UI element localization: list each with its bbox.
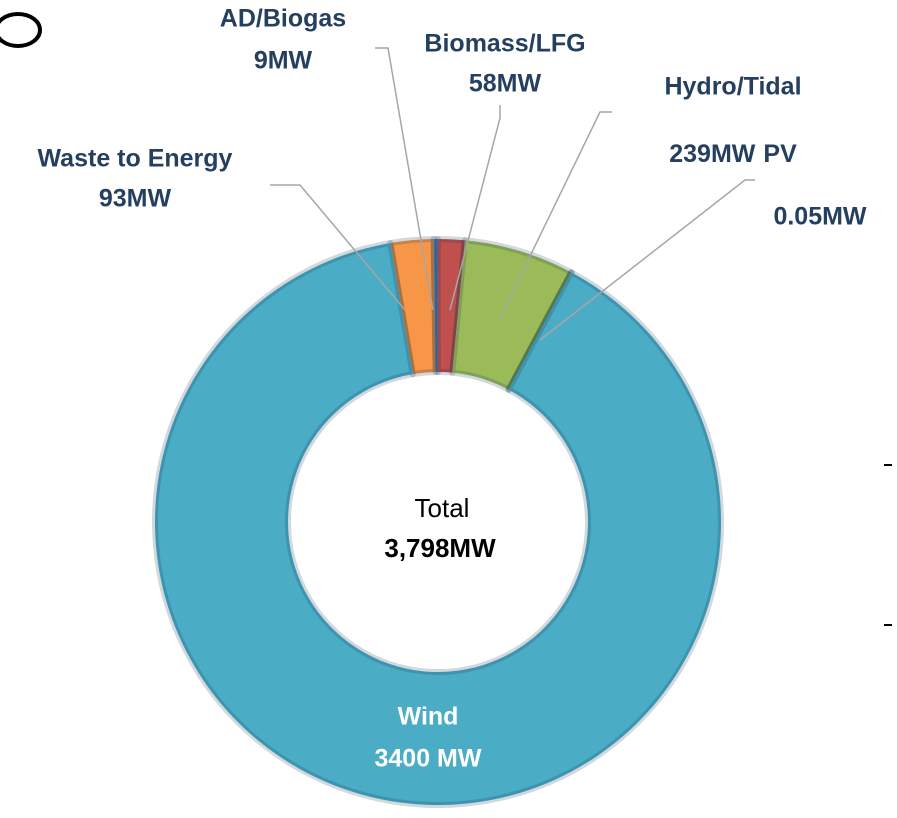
category-label: AD/Biogas [220, 5, 346, 33]
category-label: Wind [398, 703, 459, 731]
category-label: Biomass/LFG [424, 30, 585, 58]
value-label-line: 239MW PV [669, 140, 797, 168]
leader-line [499, 111, 612, 319]
category-label: Waste to Energy [38, 145, 233, 173]
value-label: 3400 MW [375, 745, 482, 773]
value-label: 239MW [669, 140, 756, 168]
leader-line [375, 47, 434, 311]
donut-slice [152, 240, 724, 808]
leader-line [539, 179, 755, 341]
value-label: 93MW [99, 185, 172, 213]
center-label: Total [415, 493, 470, 523]
value-label: 58MW [469, 70, 542, 98]
stray-circle [0, 12, 42, 48]
value-label: 0.05MW [773, 203, 866, 231]
leader-line [449, 105, 501, 311]
value-label: 9MW [254, 47, 313, 75]
category-label: PV [763, 140, 797, 168]
donut-slice [387, 236, 439, 378]
total-label: 3,798MW [384, 533, 496, 563]
leader-line [270, 184, 406, 311]
category-label: Hydro/Tidal [664, 73, 801, 101]
donut-slice [449, 237, 575, 393]
